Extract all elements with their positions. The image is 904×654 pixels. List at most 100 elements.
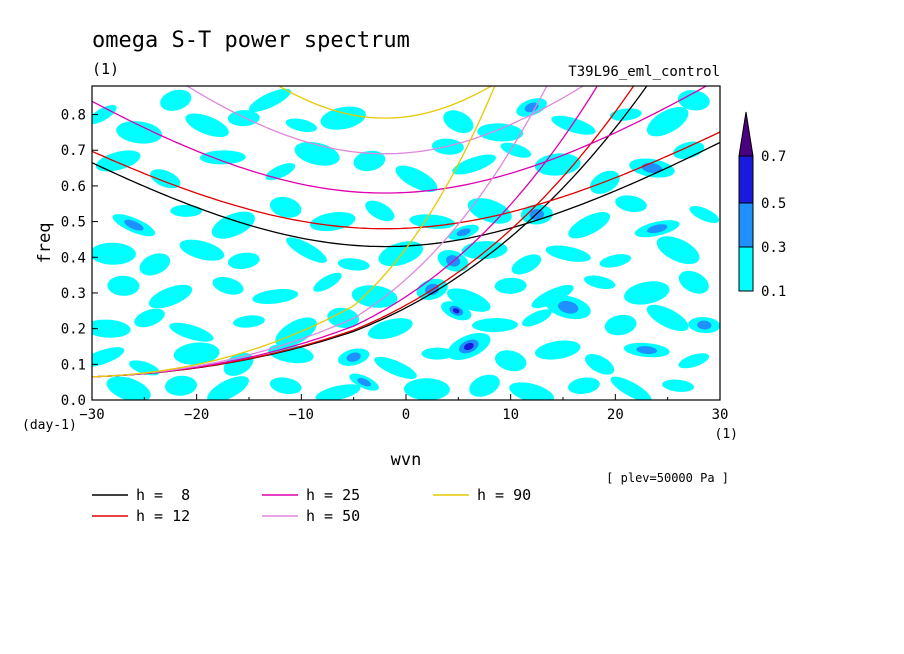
power-patch — [494, 350, 527, 372]
power-patch — [646, 304, 689, 332]
power-patch — [150, 169, 181, 189]
x-axis-ticks: −30 −20 −10 0 10 20 30 — [79, 394, 728, 423]
power-patch-peak — [452, 308, 460, 314]
power-patch — [656, 236, 700, 265]
colorbar-label: 0.7 — [761, 149, 786, 165]
legend: h = 8 h = 12 h = 25 h = 50 h = 90 — [92, 486, 531, 525]
power-patch — [207, 376, 249, 400]
colorbar-extension — [738, 111, 754, 157]
power-patch — [275, 317, 317, 347]
power-patch — [610, 376, 652, 400]
power-patch — [374, 356, 417, 379]
chart-subtitle-right: T39L96_eml_control — [568, 64, 720, 80]
y-tick-label: 0.1 — [61, 357, 86, 373]
dispersion-curve-h50-upper — [185, 86, 585, 155]
power-patch — [107, 275, 140, 296]
power-patch — [185, 113, 229, 138]
power-patch-core — [346, 352, 361, 362]
x-axis-label: wvn — [391, 450, 422, 470]
power-patch — [95, 150, 141, 172]
y-tick-label: 0.7 — [61, 143, 86, 159]
power-patch — [211, 211, 255, 239]
dispersion-curve-h25-upper — [92, 86, 708, 194]
power-patch — [646, 106, 689, 137]
x-tick-label: −20 — [184, 407, 209, 423]
power-patch-core — [636, 346, 658, 354]
power-patch — [164, 375, 197, 396]
chart-title: omega S-T power spectrum — [92, 28, 410, 53]
colorbar-label: 0.5 — [761, 196, 786, 212]
power-patch — [545, 245, 591, 262]
power-patches — [92, 88, 720, 400]
power-patch — [227, 110, 260, 127]
dispersion-curves — [92, 86, 720, 378]
power-patch — [477, 123, 524, 142]
power-patch — [511, 254, 542, 275]
power-patch — [568, 211, 611, 239]
colorbar-segment — [738, 202, 754, 248]
power-patch — [535, 340, 581, 360]
power-patch — [677, 90, 710, 111]
power-patch — [92, 347, 125, 368]
power-patch-core — [558, 300, 579, 314]
power-patch — [337, 258, 370, 271]
power-patch — [461, 241, 508, 260]
y-tick-label: 0.2 — [61, 322, 86, 338]
power-patch — [678, 353, 710, 369]
power-patch — [599, 254, 632, 268]
power-patch — [134, 308, 165, 328]
power-patch — [583, 275, 616, 289]
power-patch — [320, 106, 366, 130]
power-patch — [199, 150, 246, 165]
power-patch — [421, 347, 454, 360]
power-patch — [500, 142, 532, 158]
colorbar: 0.7 0.5 0.3 0.1 — [738, 111, 786, 300]
chart-subtitle-left: (1) — [92, 60, 119, 78]
power-patch — [509, 382, 554, 400]
power-patch — [170, 204, 203, 217]
power-patch — [286, 237, 327, 263]
y-axis-ticks: 0.0 0.1 0.2 0.3 0.4 0.5 0.6 0.7 0.8 — [61, 108, 98, 409]
dispersion-curve-h90-upper — [277, 86, 493, 119]
x-tick-label: 10 — [502, 407, 519, 423]
legend-label: h = 50 — [306, 507, 360, 525]
power-patch — [568, 377, 600, 394]
power-patch — [160, 89, 192, 111]
power-patch — [269, 377, 302, 395]
dispersion-curve-h12-upper — [92, 131, 720, 230]
power-patch — [173, 342, 220, 365]
y-tick-label: 0.0 — [61, 393, 86, 409]
power-patch — [353, 150, 386, 172]
y-tick-label: 0.4 — [61, 250, 86, 266]
power-patch — [447, 288, 491, 312]
power-patch — [494, 277, 527, 294]
power-patch — [678, 270, 709, 294]
power-patch — [551, 115, 596, 135]
power-patch — [106, 376, 151, 400]
y-tick-label: 0.3 — [61, 286, 86, 302]
legend-label: h = 12 — [136, 507, 190, 525]
x-tick-label: −30 — [79, 407, 104, 423]
power-patch — [148, 284, 193, 309]
power-patch-core — [524, 102, 539, 113]
power-patch-core — [697, 320, 712, 330]
power-patch — [452, 154, 496, 175]
x-tick-label: 20 — [607, 407, 624, 423]
legend-label: h = 90 — [477, 486, 531, 504]
power-patch — [351, 285, 398, 308]
legend-label: h = 8 — [136, 486, 190, 504]
power-patch — [116, 121, 162, 144]
power-patch — [604, 314, 637, 336]
power-patch — [139, 253, 171, 276]
y-axis-label: freq — [35, 223, 55, 264]
power-patch — [327, 307, 360, 329]
power-patch — [378, 241, 423, 267]
power-patch — [92, 319, 131, 338]
y-tick-label: 0.5 — [61, 215, 86, 231]
power-patch — [689, 205, 720, 223]
power-patch — [403, 378, 450, 400]
colorbar-segment — [738, 246, 754, 292]
power-patch — [269, 196, 302, 218]
power-patch — [265, 163, 296, 181]
